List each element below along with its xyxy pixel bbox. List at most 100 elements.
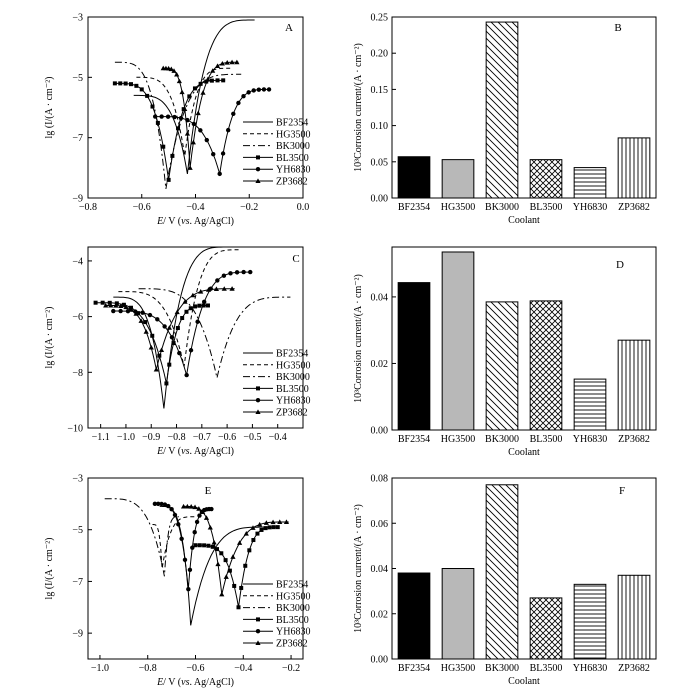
y-tick-label: −10 (67, 424, 83, 435)
series-zp3682 (160, 59, 240, 170)
y-axis-title: 10³Corrosion current/(A · cm⁻²) (353, 504, 364, 633)
series-line-bk3000 (138, 288, 291, 379)
series-marker-zp3682 (188, 503, 194, 509)
series-marker-bl3500 (171, 341, 176, 346)
series-marker-yh6830 (152, 501, 158, 507)
series-marker-bl3500 (221, 78, 226, 83)
series-marker-yh6830 (256, 87, 262, 92)
series-marker-yh6830 (225, 127, 231, 133)
series-marker-yh6830 (177, 350, 182, 356)
bar-hg3500 (441, 251, 475, 431)
series-marker-yh6830 (125, 308, 131, 314)
legend-marker-yh6830 (255, 167, 261, 172)
series-marker-bl3500 (275, 525, 280, 530)
legend-label-bf2354: BF2354 (276, 349, 308, 360)
series-line-hg3500 (136, 67, 231, 156)
series-marker-yh6830 (179, 536, 184, 542)
x-tick-label: −1.0 (117, 432, 135, 443)
x-tick-label: −0.4 (269, 432, 287, 443)
bar-hg3500 (441, 568, 475, 660)
series-marker-bl3500 (251, 538, 256, 543)
x-tick-label: BK3000 (485, 202, 519, 213)
series-marker-yh6830 (231, 111, 236, 117)
series-marker-yh6830 (192, 530, 197, 535)
x-tick-label: HG3500 (441, 202, 475, 213)
legend-marker-yh6830 (255, 398, 261, 403)
series-marker-zp3682 (234, 59, 240, 65)
panel-e: −1.0 −0.8 −0.6 −0.4 −0.2 −9 −7 −5 −3 E/ V (vs. Ag… (44, 474, 310, 689)
series-marker-yh6830 (236, 100, 241, 106)
series-marker-bl3500 (219, 551, 224, 556)
y-tick-label: 0.08 (371, 474, 389, 485)
series-hg3500 (136, 67, 231, 156)
x-tick-label: −0.8 (167, 432, 185, 443)
x-tick-label: 0.0 (297, 202, 310, 213)
series-marker-zp3682 (195, 110, 201, 116)
series-marker-bl3500 (197, 543, 202, 548)
panel-b: 0.00 0.05 0.10 0.15 0.20 0.25 BF2354 HG3500 BK30… (353, 13, 657, 226)
series-marker-bl3500 (145, 93, 150, 98)
series-marker-zp3682 (171, 68, 177, 73)
x-tick-label: YH6830 (573, 663, 607, 674)
series-marker-zp3682 (113, 302, 119, 308)
series-marker-zp3682 (182, 299, 188, 304)
series-marker-bl3500 (239, 585, 244, 590)
series-marker-yh6830 (118, 308, 123, 314)
x-tick-label: HG3500 (441, 434, 475, 445)
series-line-hg3500 (118, 249, 240, 367)
series-line-bl3500 (114, 79, 226, 180)
series-marker-yh6830 (248, 269, 253, 275)
bar-zp3682 (617, 339, 651, 431)
y-axis-title: 10³Corrosion current/(A · cm⁻²) (353, 274, 364, 403)
series-marker-zp3682 (237, 540, 243, 545)
series-marker-zp3682 (196, 506, 202, 511)
panel-letter: A (285, 22, 293, 34)
series-marker-bl3500 (197, 303, 202, 308)
series-marker-bl3500 (227, 568, 232, 573)
series-marker-bl3500 (139, 87, 144, 92)
legend-marker-bl3500 (256, 617, 260, 622)
legend-label-bl3500: BL3500 (276, 153, 309, 164)
series-marker-yh6830 (184, 372, 189, 378)
y-tick-label: 0.05 (371, 157, 389, 168)
series-marker-zp3682 (219, 60, 225, 66)
y-axis-title: 10³Corrosion current/(A · cm⁻²) (353, 43, 364, 172)
series-marker-yh6830 (169, 335, 175, 340)
legend-label-hg3500: HG3500 (276, 129, 310, 140)
legend-label-zp3682: ZP3682 (276, 177, 308, 188)
series-marker-zp3682 (190, 292, 196, 298)
panel-a: −0.8 −0.6 −0.4 −0.2 0.0 −9 −7 −5 −3 E/ V (vs. Ag/… (44, 13, 310, 228)
x-tick-label: ZP3682 (618, 663, 650, 674)
x-axis-title: Coolant (508, 676, 540, 687)
legend-marker-zp3682 (255, 409, 261, 414)
series-marker-zp3682 (205, 287, 212, 292)
series-marker-zp3682 (200, 509, 206, 514)
series-marker-yh6830 (172, 114, 177, 120)
legend-label-bl3500: BL3500 (276, 615, 309, 626)
legend-marker-zp3682 (255, 640, 261, 645)
series-marker-yh6830 (228, 271, 233, 276)
bar-bf2354 (397, 572, 431, 660)
y-tick-label: 0.04 (371, 564, 389, 575)
series-marker-zp3682 (158, 347, 165, 353)
series-marker-yh6830 (172, 512, 178, 518)
series-marker-zp3682 (180, 503, 187, 509)
series-marker-yh6830 (221, 273, 227, 278)
series-hg3500 (152, 516, 196, 569)
bar-bk3000 (485, 301, 519, 431)
series-marker-zp3682 (213, 286, 220, 292)
series-marker-zp3682 (123, 304, 129, 310)
series-yh6830 (152, 87, 272, 177)
series-marker-yh6830 (220, 151, 226, 156)
x-tick-label: −0.4 (186, 202, 204, 213)
bar-bf2354 (397, 282, 431, 431)
y-tick-label: 0.02 (371, 609, 389, 620)
y-axis-title: lg (I/(A · cm⁻²) (44, 77, 55, 139)
series-bf2354 (133, 19, 255, 174)
series-marker-bl3500 (93, 300, 98, 305)
y-tick-label: −7 (72, 133, 83, 144)
series-marker-zp3682 (174, 309, 180, 315)
series-marker-bl3500 (198, 81, 203, 86)
series-marker-yh6830 (266, 87, 272, 92)
y-tick-label: −6 (72, 312, 83, 323)
